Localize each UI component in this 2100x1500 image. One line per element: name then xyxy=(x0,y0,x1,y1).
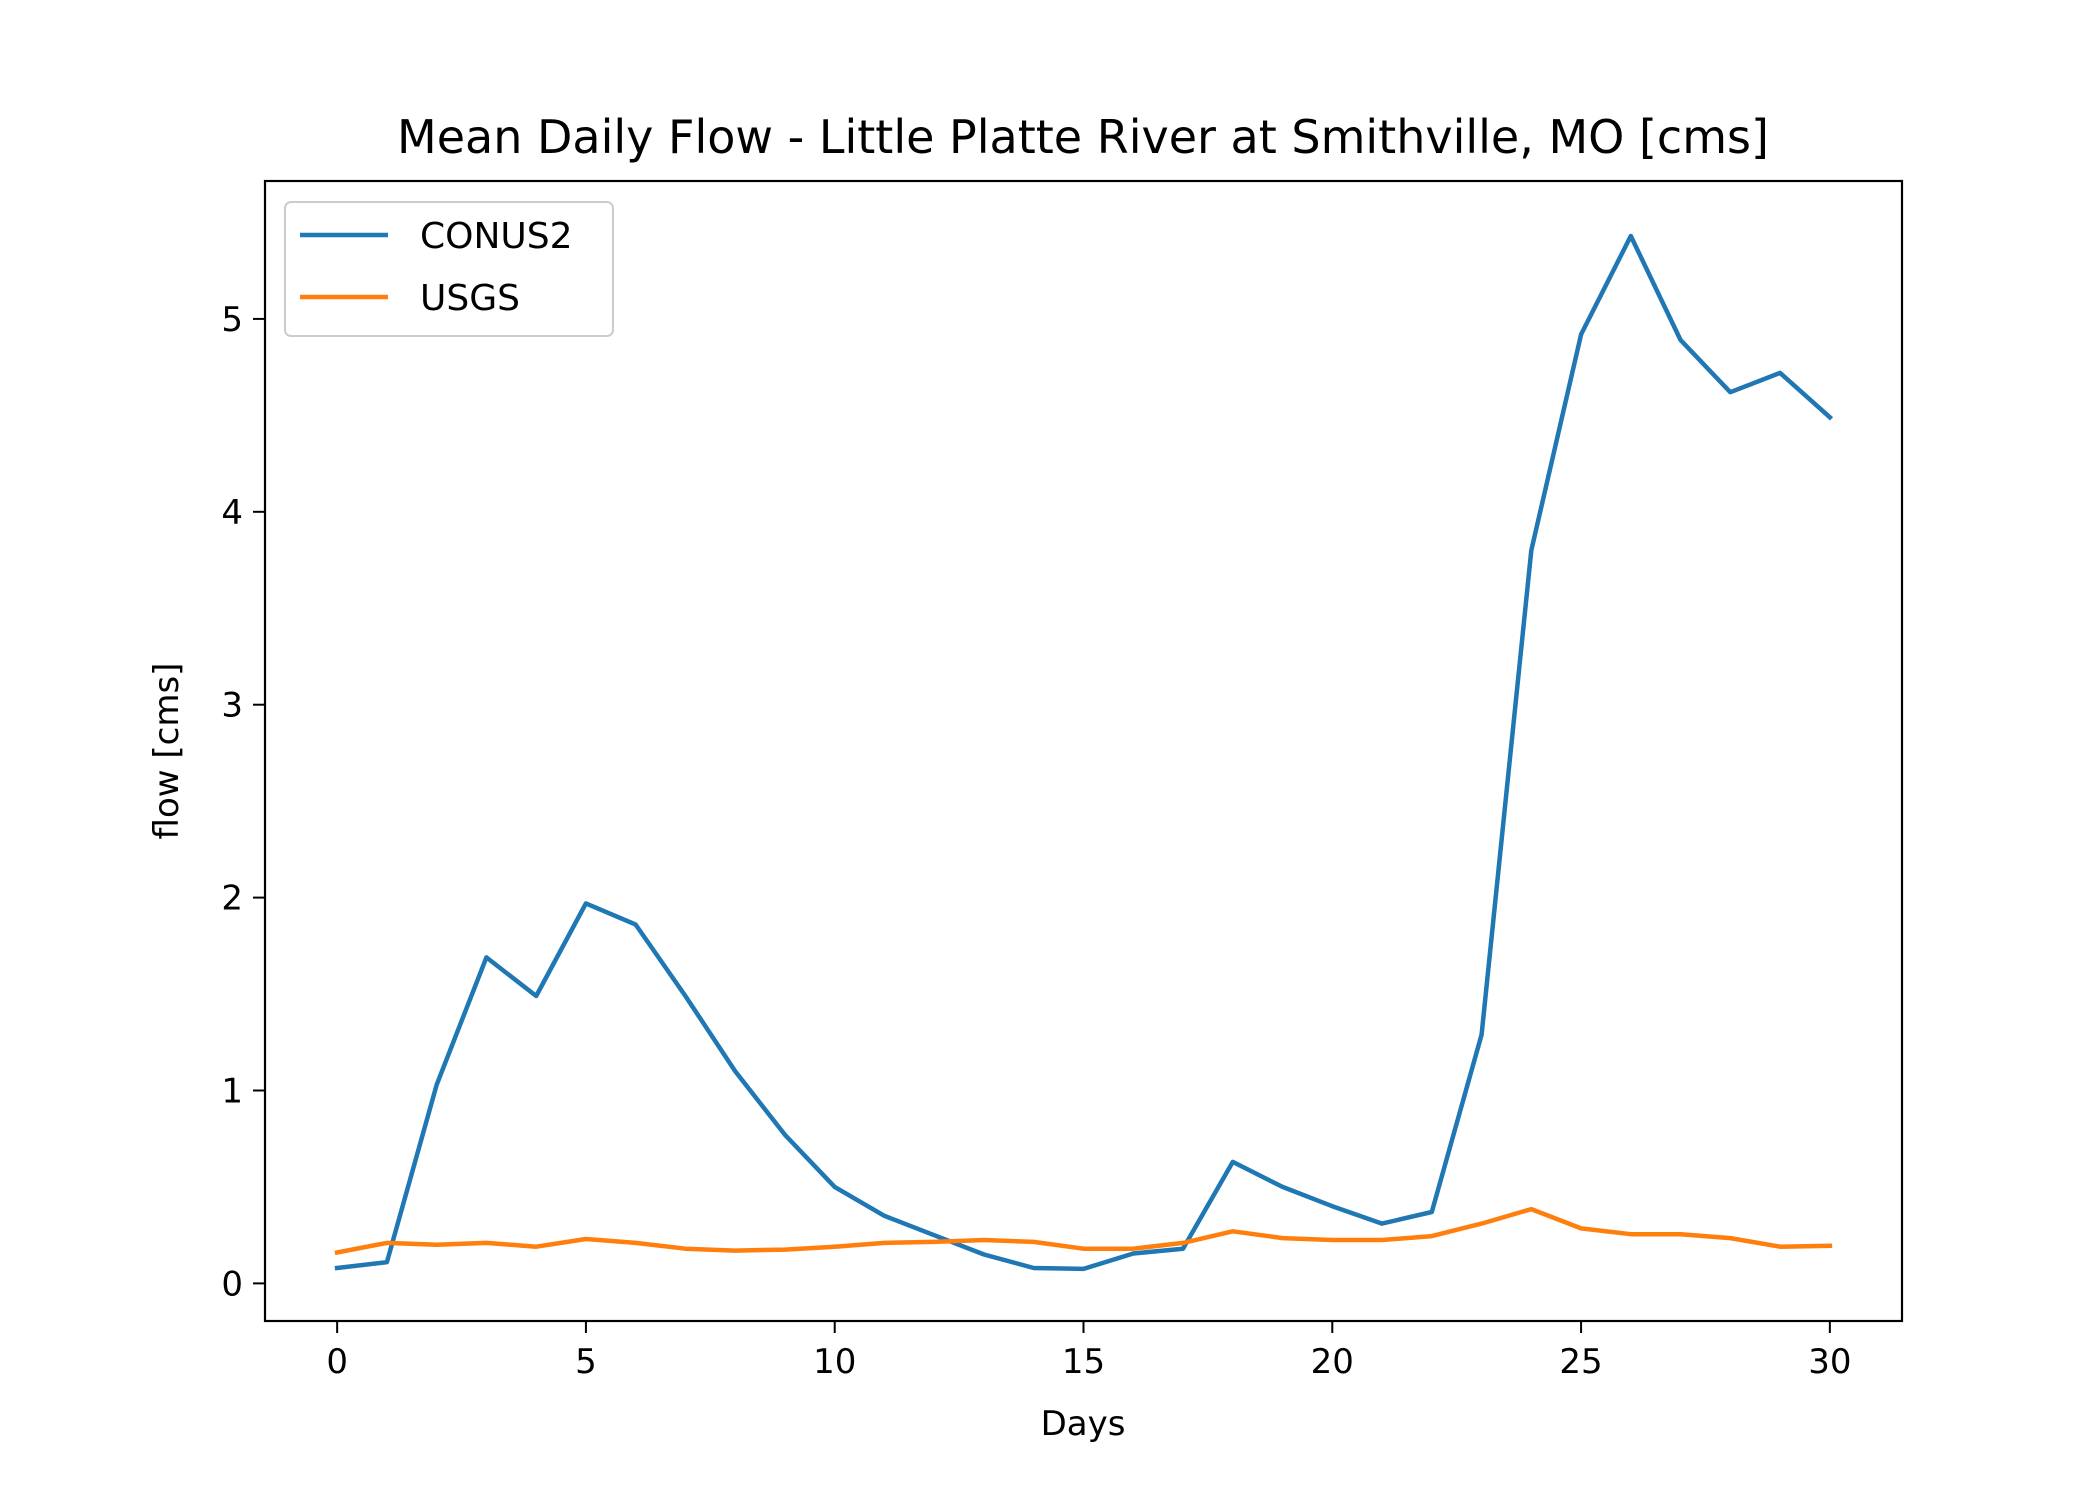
legend-label-conus2: CONUS2 xyxy=(420,216,573,257)
series-layer xyxy=(334,233,1834,1272)
plot-area: 0 5 10 15 20 25 30 0 1 2 3 4 5 xyxy=(221,179,1904,1382)
x-tick-label: 5 xyxy=(575,1342,597,1382)
x-tick-label: 30 xyxy=(1808,1342,1851,1382)
x-tick-label: 0 xyxy=(326,1342,348,1382)
axes-frame xyxy=(263,179,1904,1323)
y-tick-label: 2 xyxy=(221,879,243,919)
x-tick-label: 25 xyxy=(1559,1342,1602,1382)
x-tick-label: 10 xyxy=(813,1342,856,1382)
x-tick-label: 20 xyxy=(1311,1342,1354,1382)
series-line-conus2 xyxy=(334,233,1834,1272)
y-axis-label: flow [cms] xyxy=(147,663,187,840)
x-tick-label: 15 xyxy=(1062,1342,1105,1382)
ticks-layer: 0 5 10 15 20 25 30 0 1 2 3 4 5 xyxy=(221,300,1851,1382)
series-line-usgs xyxy=(334,1206,1833,1256)
y-tick-label: 0 xyxy=(221,1264,243,1304)
legend-label-usgs: USGS xyxy=(420,278,520,319)
y-tick-label: 3 xyxy=(221,686,243,726)
y-tick-label: 1 xyxy=(221,1071,243,1111)
y-tick-label: 4 xyxy=(221,493,243,533)
x-axis-label: Days xyxy=(1041,1404,1126,1444)
y-tick-label: 5 xyxy=(221,300,243,340)
chart-title: Mean Daily Flow - Little Platte River at… xyxy=(397,110,1769,164)
legend: CONUS2 USGS xyxy=(284,201,614,337)
